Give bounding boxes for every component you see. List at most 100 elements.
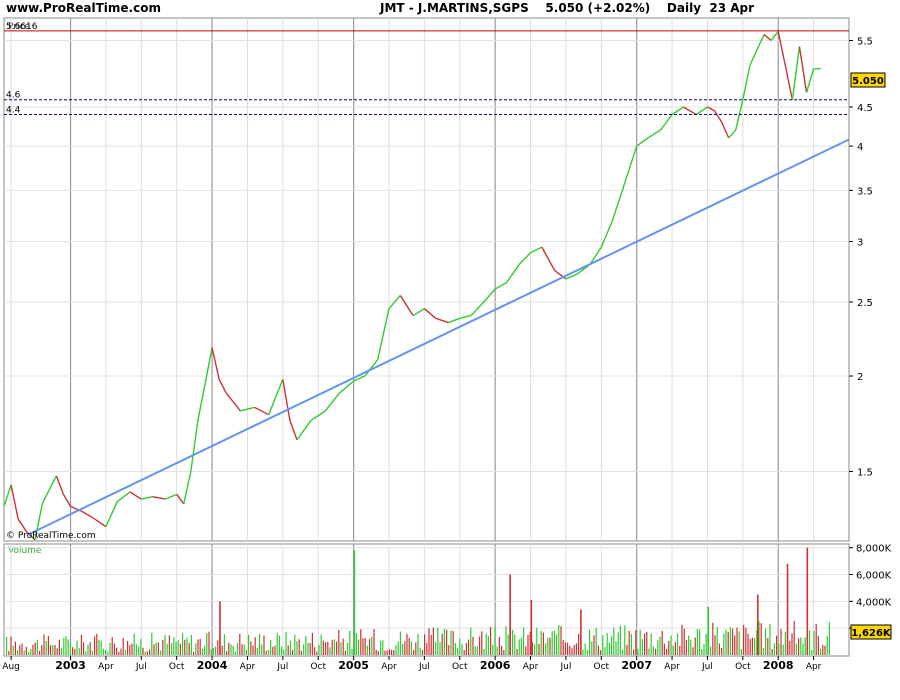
volume-bar (254, 637, 256, 655)
price-y-tick-label: 1.5 (857, 467, 873, 478)
volume-bar (795, 643, 797, 655)
volume-bar (364, 638, 366, 655)
volume-bar (28, 651, 30, 655)
x-tick-label: Apr (806, 662, 822, 672)
site-name[interactable]: www.ProRealTime.com (6, 1, 161, 15)
price-segment (770, 31, 779, 41)
volume-bar (248, 634, 250, 655)
horizontal-lines: 5.6616 4.6 4.4 (4, 22, 850, 536)
volume-bar (811, 649, 813, 655)
x-tick-label: Oct (310, 662, 326, 672)
volume-bar (406, 633, 408, 655)
volume-bar (228, 642, 230, 655)
price-y-tick-label: 2.5 (857, 298, 873, 309)
volume-bar (96, 633, 98, 655)
volume-bar (628, 630, 630, 655)
x-tick-label: Jul (276, 662, 288, 672)
volume-spike (756, 594, 759, 655)
x-tick-label: Jul (701, 662, 713, 672)
volume-bar (67, 639, 69, 655)
volume-bar (327, 641, 329, 655)
volume-bar (201, 648, 203, 655)
volume-bar (375, 649, 377, 655)
volume-bar (454, 643, 456, 655)
volume-bar (820, 648, 822, 655)
volume-bar (113, 643, 115, 655)
volume-bar (663, 643, 665, 655)
volume-spike (219, 601, 221, 655)
volume-bar (360, 629, 362, 655)
volume-bar (703, 644, 705, 655)
price-segment (611, 180, 627, 221)
price-segment (728, 129, 737, 139)
volume-bar (314, 647, 316, 655)
price-panel (3, 17, 850, 542)
volume-bar (179, 644, 181, 655)
volume-bar (417, 633, 419, 655)
volume-bar (457, 648, 459, 655)
volume-bar (701, 649, 703, 655)
x-tick-label: 2003 (55, 659, 86, 672)
volume-bar (736, 627, 738, 655)
volume-bar (527, 634, 529, 655)
price-segment (176, 493, 185, 505)
volume-bar (468, 639, 470, 655)
volume-bar (672, 645, 674, 655)
volume-spike (786, 563, 789, 655)
volume-bar (424, 634, 426, 655)
volume-bar (52, 645, 54, 655)
volume-bar (109, 642, 111, 655)
volume-bar (800, 637, 802, 655)
volume-bar (657, 640, 659, 655)
volume-bar (21, 643, 23, 655)
price-segment (55, 475, 65, 495)
volume-bar (578, 633, 580, 655)
volume-bar (166, 643, 168, 655)
volume-bar (780, 628, 782, 655)
volume-bar (608, 642, 610, 655)
x-tick-label: 2004 (197, 659, 228, 672)
volume-bar (157, 642, 159, 655)
volume-bar (721, 647, 723, 655)
volume-bar (723, 633, 725, 655)
price-segment (62, 493, 72, 507)
volume-bar (298, 639, 300, 655)
volume-bar (446, 629, 448, 655)
price-segment (505, 264, 520, 284)
volume-bar (171, 642, 173, 655)
volume-bar (802, 643, 804, 655)
volume-bar (252, 645, 254, 655)
volume-bar (492, 644, 494, 655)
volume-bar (17, 650, 19, 655)
volume-bar (155, 642, 157, 655)
price-y-axis: 1.5 2 2.5 3 3.5 4 4.5 5.5 (849, 36, 873, 478)
price-segment (376, 308, 390, 360)
volume-bar (751, 637, 753, 655)
volume-bar (626, 644, 628, 655)
volume-bar (439, 642, 441, 655)
volume-bar (496, 646, 498, 655)
volume-bar (91, 650, 93, 655)
volume-bar (382, 640, 384, 655)
volume-bar (362, 638, 364, 655)
volume-bar (525, 646, 527, 655)
volume-bar (65, 636, 67, 655)
x-tick-label: Oct (735, 662, 751, 672)
price-segment (254, 406, 270, 416)
volume-bar (413, 649, 415, 655)
volume-bar (318, 644, 320, 655)
volume-bar (303, 644, 305, 655)
price-segment (268, 379, 284, 415)
volume-bar (685, 640, 687, 655)
price-segment (204, 347, 213, 385)
price-segment (165, 493, 177, 500)
volume-bar (25, 646, 27, 655)
volume-bar (45, 640, 47, 655)
volume-bar (408, 637, 410, 655)
volume-bar (648, 648, 650, 655)
volume-bar (573, 644, 575, 655)
x-tick-label: Apr (98, 662, 114, 672)
volume-bar (256, 647, 258, 655)
